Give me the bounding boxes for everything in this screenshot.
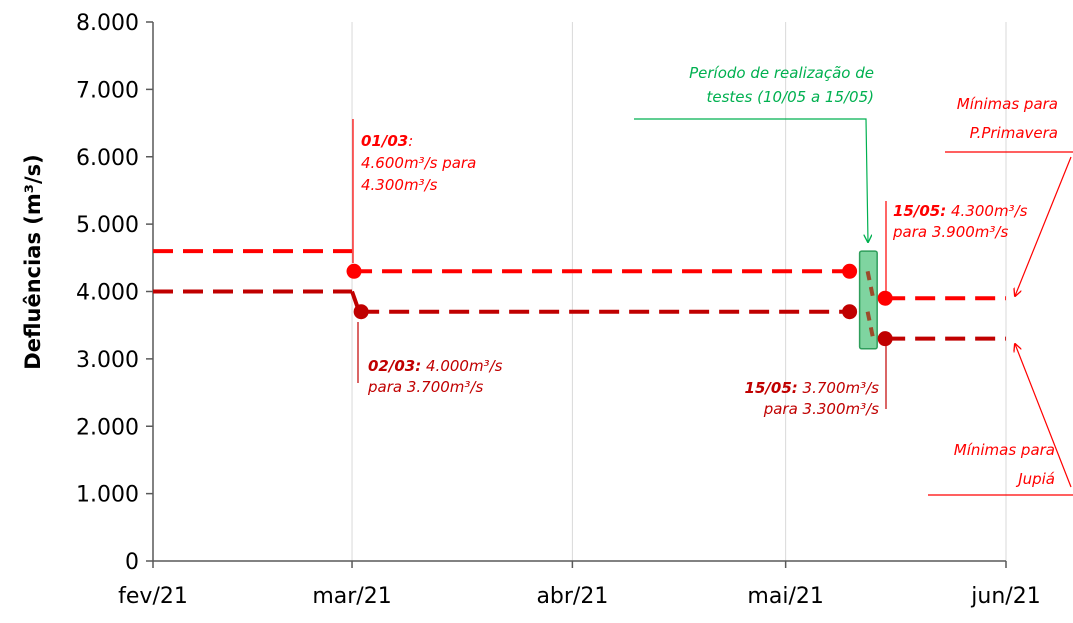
annotation-text: 4.000m³/s	[421, 357, 502, 375]
y-tick-label: 7.000	[76, 78, 139, 103]
data-point-jupia	[353, 304, 369, 320]
x-tick-label: jun/21	[970, 584, 1040, 609]
annotation-line: testes (10/05 a 15/05)	[706, 88, 874, 106]
data-point-pp	[346, 263, 362, 279]
annotation-line: Período de realização de	[689, 64, 874, 82]
y-tick-label: 8.000	[76, 11, 139, 36]
test-period-box-group	[858, 250, 878, 350]
annotation-text: 4.300m³/s	[946, 202, 1027, 220]
x-tick-label: mai/21	[747, 584, 823, 609]
annotation-bold: 15/05:	[745, 379, 798, 397]
series-points	[346, 263, 893, 347]
y-tick-label: 3.000	[76, 348, 139, 373]
annotation-line: P.Primavera	[970, 124, 1058, 142]
leader-min-pp-arrow	[1015, 156, 1072, 296]
y-tick-label: 6.000	[76, 146, 139, 171]
annotation-ann-0203: 02/03: 4.000m³/s para 3.700m³/s	[367, 357, 503, 396]
series-segment-pp	[865, 270, 876, 299]
annotation-ann-1505-j: 15/05: 3.700m³/s para 3.300m³/s	[745, 379, 880, 418]
y-tick-label: 2.000	[76, 415, 139, 440]
annotation-ann-0103: 01/03: 4.600m³/s para 4.300m³/s	[361, 132, 476, 194]
annotation-line: Jupiá	[1015, 470, 1055, 488]
annotation-bold: 02/03:	[368, 357, 421, 375]
data-point-jupia	[842, 304, 858, 320]
annotation-bold: 15/05:	[893, 202, 946, 220]
series-lines	[153, 249, 1006, 341]
annotation-line: para 3.900m³/s	[892, 223, 1008, 241]
annotation-ann-min-pp: Mínimas para P.Primavera	[957, 95, 1058, 142]
y-axis-label: Defluências (m³/s)	[21, 154, 45, 369]
annotation-text: :	[408, 132, 413, 150]
x-tick-label: fev/21	[118, 584, 188, 609]
x-tick-label: abr/21	[536, 584, 608, 609]
annotation-text: 3.700m³/s	[798, 379, 879, 397]
annotation-bold: 01/03	[361, 132, 408, 150]
y-tick-label: 0	[125, 550, 139, 575]
annotation-line: para 3.700m³/s	[367, 378, 483, 396]
y-tick-label: 4.000	[76, 281, 139, 306]
data-point-jupia	[877, 331, 893, 347]
annotations: 01/03: 4.600m³/s para 4.300m³/s 02/03: 4.00…	[361, 64, 1058, 488]
data-point-pp	[877, 290, 893, 306]
data-point-pp	[842, 263, 858, 279]
annotation-line: 4.600m³/s para	[361, 154, 476, 172]
y-tick-label: 5.000	[76, 213, 139, 238]
leader-min-j-arrow	[1015, 344, 1072, 488]
annotation-line: 4.300m³/s	[361, 176, 438, 194]
tick-labels: fev/21 mar/21 abr/21 mai/21 jun/21 0 1.000 2.00…	[76, 11, 1041, 609]
annotation-ann-1505-pp: 15/05: 4.300m³/s para 3.900m³/s	[892, 202, 1028, 241]
x-tick-label: mar/21	[312, 584, 391, 609]
annotation-line: Mínimas para	[957, 95, 1058, 113]
annotation-ann-periodo: Período de realização de testes (10/05 a …	[689, 64, 874, 106]
annotation-line: para 3.300m³/s	[763, 400, 879, 418]
annotation-ann-min-j: Mínimas para Jupiá	[954, 441, 1055, 488]
series-segment-jupia	[865, 311, 876, 340]
y-tick-label: 1.000	[76, 483, 139, 508]
leader-periodo	[634, 118, 868, 242]
annotation-line: Mínimas para	[954, 441, 1055, 459]
annotation-leaders	[352, 118, 1073, 496]
test-period-box	[858, 250, 878, 350]
gridlines	[351, 22, 1007, 561]
